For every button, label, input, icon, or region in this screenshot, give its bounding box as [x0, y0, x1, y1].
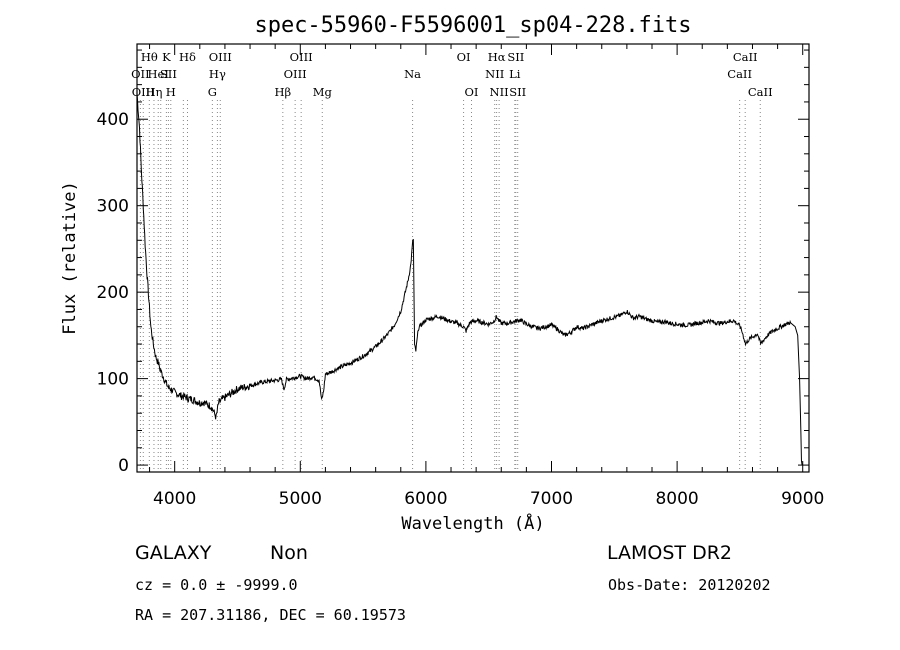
spectral-line-label: OI	[465, 85, 479, 99]
spectral-line-label: Mg	[313, 85, 333, 99]
spectral-line-label: Hβ	[274, 85, 291, 99]
spectral-line-label: SII	[509, 85, 526, 99]
survey-release: LAMOST DR2	[607, 542, 732, 564]
spectral-line-label: Li	[509, 67, 521, 81]
y-tick-label: 100	[97, 370, 129, 390]
spectral-line-label: OII	[131, 67, 150, 81]
spectral-line-label: HeI	[148, 67, 169, 81]
y-tick-label: 300	[97, 197, 129, 217]
object-class: GALAXY	[135, 542, 212, 564]
spectral-line-label: H	[166, 85, 176, 99]
spectral-line-label: OI	[457, 50, 471, 64]
spectral-line-label: K	[162, 50, 171, 64]
spectral-line-label: CaII	[727, 67, 752, 81]
obs-date-text: Obs-Date: 20120202	[608, 576, 771, 594]
x-tick-label: 7000	[530, 489, 573, 509]
spectral-line-label: CaII	[748, 85, 773, 99]
y-tick-label: 400	[97, 110, 129, 130]
x-tick-label: 8000	[655, 489, 698, 509]
spectral-line-label: Na	[404, 67, 421, 81]
spectral-line-label: SII	[507, 50, 524, 64]
spectral-line-label: OIII	[284, 67, 307, 81]
spectrum-series	[136, 93, 803, 466]
redshift-text: cz = 0.0 ± -9999.0	[135, 576, 298, 594]
y-tick-label: 0	[118, 456, 129, 476]
spectral-line-label: OIII	[290, 50, 313, 64]
spectral-line-label: NII	[485, 67, 504, 81]
x-tick-label: 4000	[153, 489, 196, 509]
spectral-line-markers	[139, 100, 761, 472]
spectral-line-label: CaII	[733, 50, 758, 64]
spectral-line-label: Hη	[145, 85, 162, 99]
spectral-line-label: Hγ	[209, 67, 226, 81]
spectral-line-label: Hα	[488, 50, 506, 64]
chart-title: spec-55960-F5596001_sp04-228.fits	[254, 13, 691, 38]
spectrum-line	[136, 93, 803, 466]
spectral-line-label: Hδ	[179, 50, 196, 64]
x-axis-ticks: 4000 5000 6000 7000 8000 9000	[149, 44, 824, 509]
y-axis-ticks: 0 100 200 300 400	[97, 49, 809, 476]
spectral-line-label: SII	[160, 67, 177, 81]
x-tick-label: 9000	[781, 489, 824, 509]
spectrum-info: GALAXY Non LAMOST DR2 cz = 0.0 ± -9999.0…	[135, 542, 771, 624]
ra-dec-text: RA = 207.31186, DEC = 60.19573	[135, 606, 406, 624]
spectral-line-label: G	[208, 85, 217, 99]
x-tick-label: 6000	[404, 489, 447, 509]
spectral-line-label: Hθ	[141, 50, 158, 64]
x-tick-label: 5000	[279, 489, 322, 509]
spectral-line-label: OIII	[209, 50, 232, 64]
x-axis-label: Wavelength (Å)	[401, 512, 544, 534]
plot-frame	[136, 43, 810, 473]
spectral-line-labels: OIIOIIIHθHηHeIKSIIHHδGHγOIIIHβOIIIOIIIMg…	[131, 50, 773, 99]
y-tick-label: 200	[97, 283, 129, 303]
spectral-line-label: NII	[490, 85, 509, 99]
object-subclass: Non	[270, 542, 308, 564]
y-axis-label: Flux (relative)	[60, 181, 80, 335]
